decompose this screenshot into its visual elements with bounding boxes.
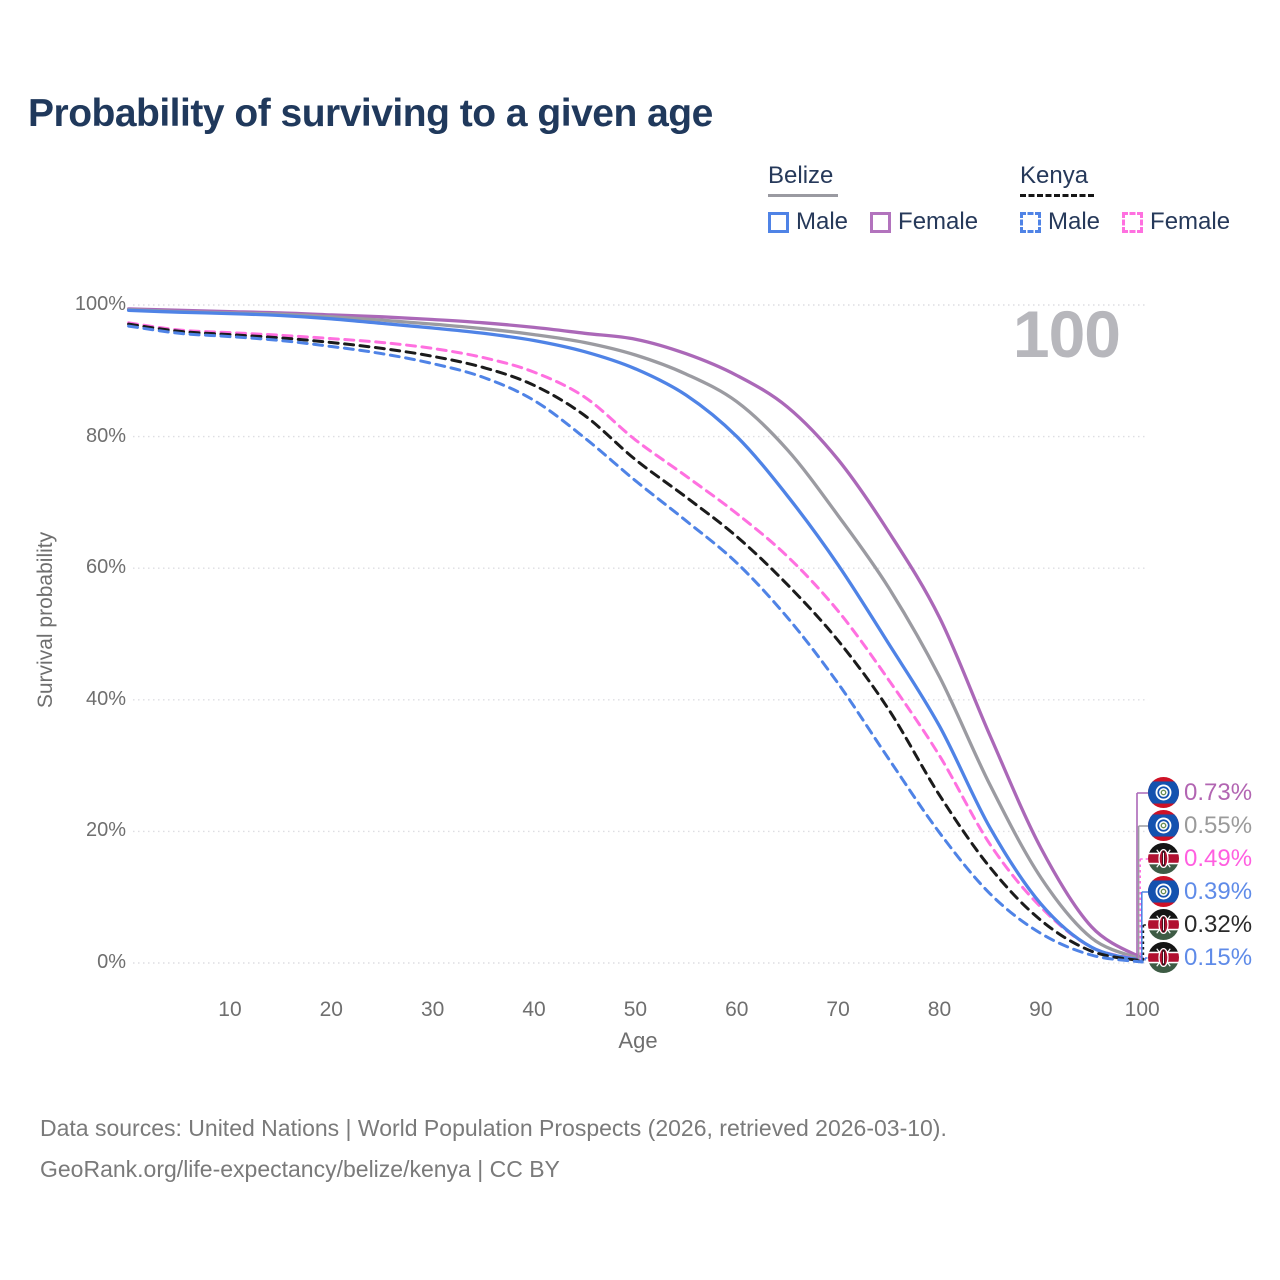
belize-male-swatch-icon <box>768 211 789 233</box>
series-line-kenya-male[interactable] <box>127 324 1144 964</box>
y-tick-label-80: 80% <box>85 424 126 447</box>
end-label-value: 0.55% <box>1184 811 1253 839</box>
y-axis-title: Survival probability <box>34 531 57 709</box>
series-line-kenya-female[interactable] <box>127 321 1144 962</box>
end-label-belize-male: 0.39% <box>1148 876 1252 907</box>
legend-item-kenya-female[interactable]: Female <box>1122 208 1230 236</box>
legend-item-belize-female[interactable]: Female <box>870 208 978 236</box>
attribution-footer: Data sources: United Nations | World Pop… <box>40 1108 947 1191</box>
belize-line-style-key <box>768 194 838 197</box>
y-tick-label-40: 40% <box>85 687 126 710</box>
y-tick-label-60: 60% <box>85 556 126 579</box>
x-tick-label-20: 20 <box>319 998 343 1021</box>
y-tick-label-0: 0% <box>97 951 126 973</box>
belize-flag-icon <box>1148 876 1179 907</box>
legend-label-kenya-male: Male <box>1048 208 1101 235</box>
y-tick-label-100: 100% <box>74 293 126 315</box>
kenya-flag-icon <box>1148 909 1179 940</box>
kenya-male-swatch-icon <box>1020 211 1041 233</box>
legend-label-kenya-female: Female <box>1150 208 1231 235</box>
kenya-flag-icon <box>1148 942 1179 973</box>
series-line-belize-female[interactable] <box>126 307 1144 960</box>
source-url-line: GeoRank.org/life-expectancy/belize/kenya… <box>40 1156 560 1183</box>
x-tick-label-50: 50 <box>623 998 648 1021</box>
x-tick-label-80: 80 <box>927 998 952 1021</box>
series-line-kenya-both[interactable] <box>127 322 1144 963</box>
y-tick-label-20: 20% <box>85 819 126 842</box>
end-label-leader-belize-female <box>1136 792 1150 959</box>
end-label-value: 0.73% <box>1184 778 1253 806</box>
legend-item-belize-male[interactable]: Male <box>768 208 848 236</box>
hover-age-readout: 100 <box>1012 297 1121 371</box>
x-tick-label-90: 90 <box>1029 998 1053 1021</box>
kenya-flag-icon <box>1148 843 1179 874</box>
end-label-kenya-male: 0.15% <box>1148 942 1252 973</box>
x-tick-label-70: 70 <box>826 998 850 1021</box>
data-sources-line: Data sources: United Nations | World Pop… <box>40 1115 947 1141</box>
legend-item-kenya-male[interactable]: Male <box>1020 208 1100 236</box>
legend-country-kenya: Kenya <box>1020 162 1089 189</box>
page-title: Probability of surviving to a given age <box>28 92 713 135</box>
legend-label-belize-male: Male <box>796 208 849 235</box>
kenya-female-swatch-icon <box>1122 211 1144 233</box>
x-tick-label-100: 100 <box>1124 998 1160 1021</box>
end-label-leader-kenya-male <box>1144 957 1150 962</box>
x-tick-label-40: 40 <box>522 998 546 1021</box>
belize-flag-icon <box>1148 777 1179 808</box>
belize-flag-icon <box>1148 810 1179 841</box>
x-axis-title: Age <box>618 1028 658 1053</box>
end-label-belize-female: 0.73% <box>1148 777 1252 808</box>
end-label-value: 0.32% <box>1184 910 1253 938</box>
end-label-belize-both: 0.55% <box>1148 810 1252 841</box>
kenya-line-style-key <box>1020 194 1094 197</box>
end-label-value: 0.15% <box>1184 943 1253 971</box>
x-tick-label-10: 10 <box>218 998 242 1021</box>
series-line-belize-both[interactable] <box>126 307 1144 962</box>
belize-female-swatch-icon <box>870 211 892 233</box>
x-tick-label-30: 30 <box>420 998 445 1021</box>
x-tick-label-60: 60 <box>725 998 749 1021</box>
end-label-leader-kenya-female <box>1139 858 1150 960</box>
legend-group-belize: Belize Male Female <box>768 162 978 236</box>
series-line-belize-male[interactable] <box>126 308 1144 963</box>
end-label-value: 0.49% <box>1184 844 1253 872</box>
end-label-kenya-both: 0.32% <box>1148 909 1252 940</box>
legend-country-belize: Belize <box>768 162 834 189</box>
end-label-value: 0.39% <box>1184 877 1253 905</box>
legend-group-kenya: Kenya Male Female <box>1020 162 1230 236</box>
end-label-kenya-female: 0.49% <box>1148 843 1252 874</box>
legend-label-belize-female: Female <box>898 208 979 235</box>
